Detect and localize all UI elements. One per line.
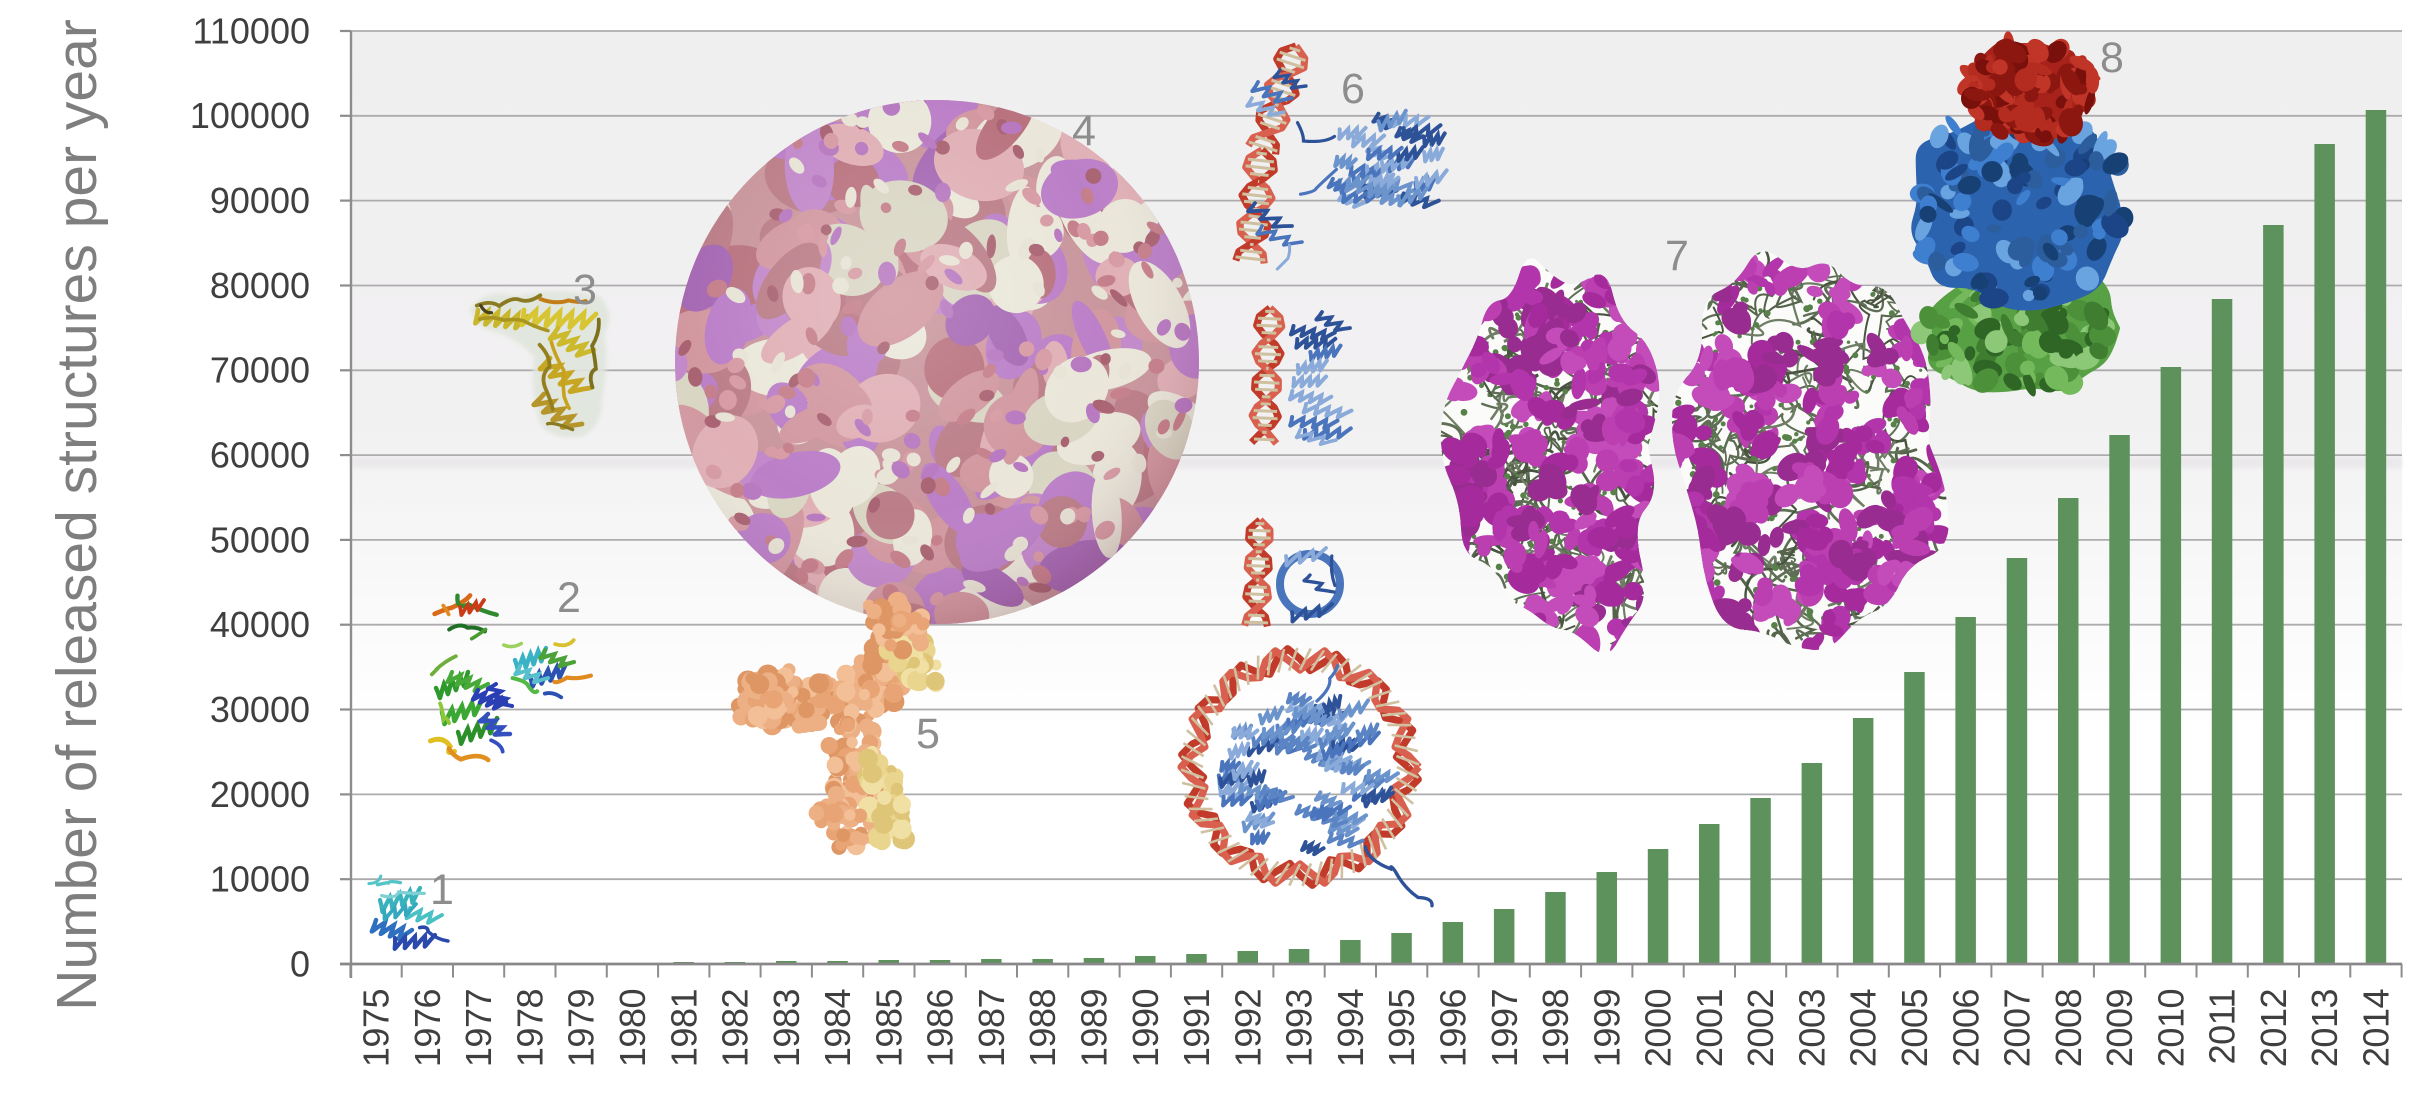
svg-text:1987: 1987: [971, 989, 1012, 1067]
svg-text:50000: 50000: [210, 519, 310, 560]
svg-text:10000: 10000: [210, 859, 310, 900]
svg-text:1986: 1986: [920, 989, 961, 1067]
svg-text:2013: 2013: [2304, 989, 2345, 1067]
svg-text:2007: 2007: [1997, 989, 2038, 1067]
svg-text:1980: 1980: [612, 989, 653, 1067]
svg-text:1976: 1976: [407, 989, 448, 1067]
svg-text:1993: 1993: [1279, 989, 1320, 1067]
svg-text:1990: 1990: [1125, 989, 1166, 1067]
svg-text:20000: 20000: [210, 774, 310, 815]
svg-text:2012: 2012: [2253, 989, 2294, 1067]
svg-text:1989: 1989: [1074, 989, 1115, 1067]
svg-text:60000: 60000: [210, 435, 310, 476]
svg-text:2006: 2006: [1945, 989, 1986, 1067]
svg-text:110000: 110000: [193, 10, 310, 51]
svg-text:1982: 1982: [715, 989, 756, 1067]
svg-text:8: 8: [2100, 34, 2124, 82]
svg-text:1991: 1991: [1176, 989, 1217, 1067]
svg-text:4: 4: [1072, 107, 1096, 155]
svg-text:1983: 1983: [766, 989, 807, 1067]
svg-text:0: 0: [290, 943, 310, 984]
svg-text:1988: 1988: [1022, 989, 1063, 1067]
svg-text:1979: 1979: [561, 989, 602, 1067]
svg-text:2002: 2002: [1740, 989, 1781, 1067]
svg-text:5: 5: [916, 710, 940, 758]
svg-text:1996: 1996: [1433, 989, 1474, 1067]
svg-text:Number of released structures: Number of released structures per year: [45, 19, 109, 1011]
svg-text:2000: 2000: [1638, 989, 1679, 1067]
svg-text:2004: 2004: [1843, 989, 1884, 1067]
svg-text:80000: 80000: [210, 265, 310, 306]
svg-text:1985: 1985: [868, 989, 909, 1067]
svg-text:40000: 40000: [210, 604, 310, 645]
svg-text:1975: 1975: [356, 989, 397, 1067]
svg-text:2008: 2008: [2048, 989, 2089, 1067]
svg-text:2001: 2001: [1689, 989, 1730, 1067]
svg-text:1992: 1992: [1227, 989, 1268, 1067]
svg-text:1977: 1977: [458, 989, 499, 1067]
svg-text:2010: 2010: [2150, 989, 2191, 1067]
svg-text:1995: 1995: [1381, 989, 1422, 1067]
svg-text:3: 3: [573, 266, 597, 314]
svg-text:2003: 2003: [1791, 989, 1832, 1067]
svg-text:1999: 1999: [1586, 989, 1627, 1067]
svg-text:6: 6: [1341, 65, 1365, 113]
svg-text:2: 2: [557, 574, 581, 622]
svg-text:30000: 30000: [210, 689, 310, 730]
svg-text:2011: 2011: [2202, 989, 2243, 1064]
svg-text:1997: 1997: [1484, 989, 1525, 1067]
svg-text:1998: 1998: [1535, 989, 1576, 1067]
svg-text:2005: 2005: [1894, 989, 1935, 1067]
svg-text:1: 1: [430, 866, 454, 914]
svg-text:7: 7: [1665, 232, 1689, 280]
svg-text:1984: 1984: [817, 989, 858, 1067]
svg-text:100000: 100000: [190, 95, 310, 136]
svg-text:2014: 2014: [2356, 989, 2397, 1067]
svg-text:1994: 1994: [1330, 989, 1371, 1067]
svg-text:1978: 1978: [509, 989, 550, 1067]
svg-text:1981: 1981: [663, 989, 704, 1067]
svg-text:90000: 90000: [210, 180, 310, 221]
svg-text:2009: 2009: [2099, 989, 2140, 1067]
svg-text:70000: 70000: [210, 350, 310, 391]
